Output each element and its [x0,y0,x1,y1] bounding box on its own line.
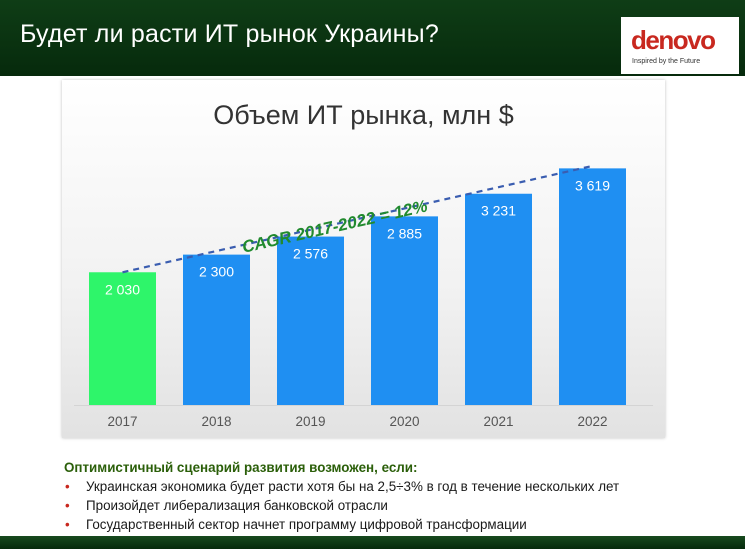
denovo-logo: denovo Inspired by the Future [621,17,739,74]
scenario-notes: Оптимистичный сценарий развития возможен… [64,458,734,534]
bar-2018 [183,254,250,405]
slide-title: Будет ли расти ИТ рынок Украины? [20,20,439,48]
x-tick-2019: 2019 [295,414,325,429]
bar-chart: 2 030 2017 2 300 2018 2 576 2019 2 885 2020 3 23… [74,165,653,429]
bar-2021 [465,193,532,405]
chart-panel: Объем ИТ рынка, млн $ 2 030 2017 2 300 2018… [62,80,665,438]
x-tick-2021: 2021 [483,414,513,429]
x-tick-2022: 2022 [577,414,607,429]
trend-line [122,165,591,274]
note-text: Произойдет либерализация банковской отра… [86,498,388,513]
bar-2022 [559,168,626,405]
chart-title: Объем ИТ рынка, млн $ [213,100,514,130]
data-label-2022: 3 619 [575,177,610,193]
list-item: • Государственный сектор начнет программу… [64,515,734,534]
list-item: • Произойдет либерализация банковской отр… [64,496,734,515]
bar-2017 [89,272,156,405]
data-label-2018: 2 300 [199,264,234,280]
list-item: • Украинская экономика будет расти хотя б… [64,477,734,496]
header-bar: Будет ли расти ИТ рынок Украины? denovo … [0,0,745,76]
bar-2020 [371,216,438,405]
note-text: Государственный сектор начнет программу … [86,517,527,532]
bar-2019 [277,236,344,405]
bullet-icon: • [65,479,70,494]
data-label-2017: 2 030 [105,281,140,297]
data-label-2021: 3 231 [481,203,516,219]
bullet-icon: • [65,498,70,513]
x-tick-2017: 2017 [107,414,137,429]
data-label-2019: 2 576 [293,246,328,262]
x-tick-2018: 2018 [201,414,231,429]
logo-tagline: Inspired by the Future [632,58,701,65]
bullet-icon: • [65,517,70,532]
logo-text: denovo [631,25,716,55]
note-text: Украинская экономика будет расти хотя бы… [86,479,620,494]
notes-heading: Оптимистичный сценарий развития возможен… [64,460,418,475]
x-tick-2020: 2020 [389,414,419,429]
notes-list: • Украинская экономика будет расти хотя б… [64,477,734,534]
footer-bar [0,536,745,549]
data-label-2020: 2 885 [387,225,422,241]
